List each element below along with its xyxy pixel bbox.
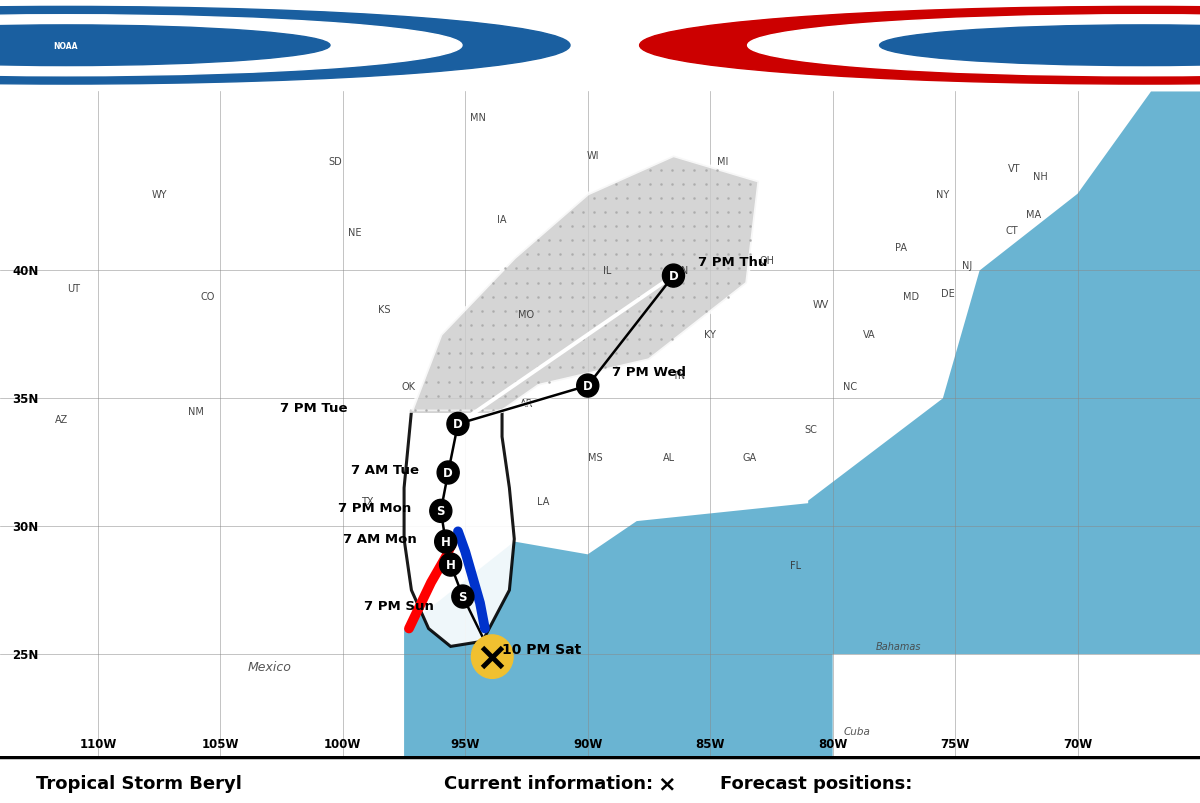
Polygon shape bbox=[404, 501, 833, 756]
Text: NOAA: NOAA bbox=[54, 42, 78, 51]
Text: H: H bbox=[440, 536, 451, 548]
Text: 85W: 85W bbox=[696, 737, 725, 750]
Text: DE: DE bbox=[941, 289, 955, 299]
Text: 95W: 95W bbox=[450, 737, 480, 750]
Circle shape bbox=[0, 26, 330, 67]
Text: IA: IA bbox=[497, 215, 506, 225]
Text: LA: LA bbox=[538, 496, 550, 506]
Circle shape bbox=[472, 635, 514, 679]
Text: 30N: 30N bbox=[12, 520, 38, 533]
Text: PA: PA bbox=[895, 243, 907, 253]
Text: NC: NC bbox=[842, 381, 857, 391]
Text: 100W: 100W bbox=[324, 737, 361, 750]
Circle shape bbox=[434, 531, 457, 553]
Text: VT: VT bbox=[1008, 164, 1020, 174]
Text: UT: UT bbox=[67, 284, 80, 294]
Text: Cuba: Cuba bbox=[844, 726, 870, 736]
Text: NH: NH bbox=[1033, 172, 1048, 181]
Text: KS: KS bbox=[378, 304, 391, 315]
Circle shape bbox=[880, 26, 1200, 67]
Circle shape bbox=[437, 462, 460, 484]
Text: Bahamas: Bahamas bbox=[876, 642, 922, 651]
Text: MS: MS bbox=[588, 453, 602, 463]
Text: 7 PM Sun: 7 PM Sun bbox=[364, 600, 433, 613]
Text: OH: OH bbox=[760, 256, 774, 266]
Text: 110W: 110W bbox=[79, 737, 116, 750]
Text: Mexico: Mexico bbox=[247, 661, 292, 674]
Text: AL: AL bbox=[662, 453, 674, 463]
Text: D: D bbox=[443, 467, 454, 479]
Text: MA: MA bbox=[1026, 210, 1042, 220]
Text: Current information:: Current information: bbox=[444, 774, 659, 793]
Circle shape bbox=[430, 499, 452, 523]
Circle shape bbox=[577, 374, 599, 397]
Text: AZ: AZ bbox=[54, 414, 68, 424]
Polygon shape bbox=[808, 92, 1200, 654]
Text: NE: NE bbox=[348, 228, 362, 238]
Circle shape bbox=[0, 16, 462, 76]
Text: Tropical Storm Beryl: Tropical Storm Beryl bbox=[36, 774, 242, 793]
Text: IN: IN bbox=[678, 266, 689, 276]
Circle shape bbox=[748, 16, 1200, 76]
Text: 7 PM Thu: 7 PM Thu bbox=[698, 256, 767, 269]
Text: 70W: 70W bbox=[1063, 737, 1092, 750]
Text: MO: MO bbox=[518, 310, 534, 320]
Text: S: S bbox=[437, 505, 445, 518]
Polygon shape bbox=[412, 157, 760, 412]
Text: MD: MD bbox=[902, 291, 919, 302]
Circle shape bbox=[439, 553, 462, 577]
Text: WI: WI bbox=[587, 151, 599, 161]
Text: D: D bbox=[583, 380, 593, 393]
Text: 90W: 90W bbox=[574, 737, 602, 750]
Text: 10 PM Sat: 10 PM Sat bbox=[502, 642, 581, 656]
Text: D: D bbox=[454, 418, 463, 431]
Text: 7 AM Mon: 7 AM Mon bbox=[342, 532, 416, 545]
Text: SD: SD bbox=[329, 157, 342, 166]
Text: 80W: 80W bbox=[818, 737, 847, 750]
Text: WV: WV bbox=[812, 300, 828, 309]
Circle shape bbox=[640, 7, 1200, 85]
Text: KY: KY bbox=[704, 330, 716, 340]
Text: TN: TN bbox=[672, 371, 685, 381]
Text: WY: WY bbox=[151, 190, 167, 199]
Text: ×: × bbox=[658, 773, 677, 793]
Text: S: S bbox=[458, 590, 467, 603]
Text: TX: TX bbox=[361, 496, 373, 506]
Text: D: D bbox=[668, 270, 678, 283]
Text: Note: The cone contains the probable path of the storm center but does not show
: Note: The cone contains the probable pat… bbox=[228, 27, 972, 65]
Text: 7 PM Mon: 7 PM Mon bbox=[338, 501, 412, 514]
Text: OK: OK bbox=[402, 381, 416, 391]
Text: SC: SC bbox=[804, 425, 817, 434]
Text: H: H bbox=[445, 558, 456, 572]
Text: 105W: 105W bbox=[202, 737, 239, 750]
Text: 35N: 35N bbox=[12, 393, 38, 406]
Text: 7 AM Tue: 7 AM Tue bbox=[350, 463, 419, 476]
Circle shape bbox=[0, 7, 570, 85]
Text: MI: MI bbox=[716, 157, 728, 166]
Text: 7 PM Wed: 7 PM Wed bbox=[612, 366, 686, 379]
Circle shape bbox=[446, 413, 469, 436]
Circle shape bbox=[452, 585, 474, 609]
Text: NY: NY bbox=[936, 190, 949, 199]
Text: CT: CT bbox=[1006, 226, 1018, 235]
Text: IL: IL bbox=[604, 266, 612, 276]
Text: GA: GA bbox=[743, 453, 756, 463]
Text: 40N: 40N bbox=[12, 265, 38, 278]
Text: 75W: 75W bbox=[941, 737, 970, 750]
Text: Forecast positions:: Forecast positions: bbox=[720, 774, 912, 793]
Text: NJ: NJ bbox=[962, 261, 972, 271]
Text: VA: VA bbox=[863, 330, 876, 340]
Text: NM: NM bbox=[188, 406, 204, 417]
Text: FL: FL bbox=[791, 560, 802, 570]
Text: 7 PM Tue: 7 PM Tue bbox=[281, 402, 348, 414]
Text: MN: MN bbox=[469, 113, 486, 123]
Circle shape bbox=[662, 265, 684, 287]
Text: CO: CO bbox=[200, 291, 215, 302]
Polygon shape bbox=[404, 412, 515, 646]
Text: 25N: 25N bbox=[12, 648, 38, 661]
Text: AR: AR bbox=[520, 399, 533, 409]
